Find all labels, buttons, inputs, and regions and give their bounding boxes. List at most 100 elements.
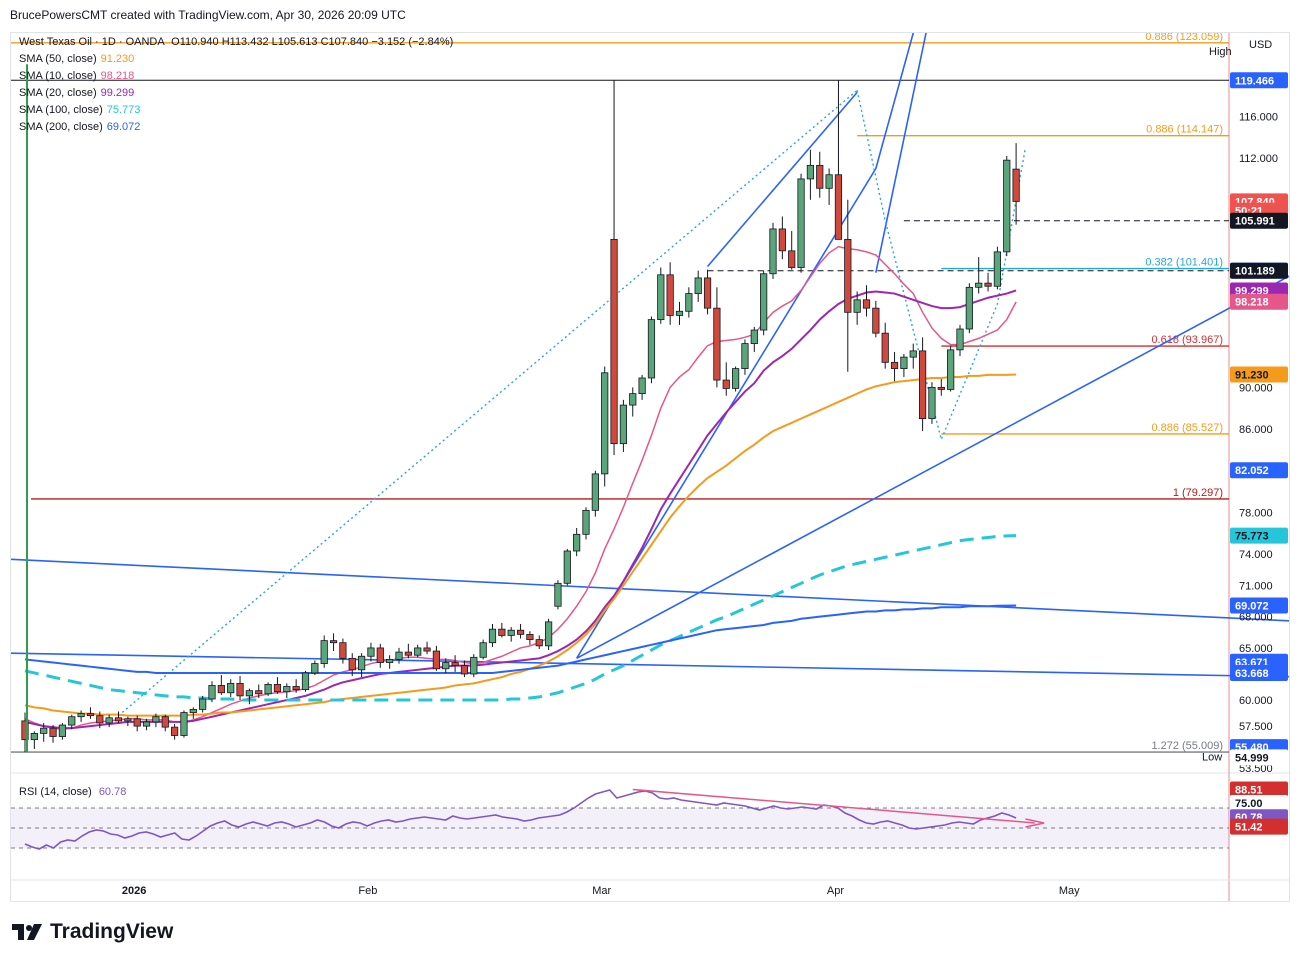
candle-bullish[interactable] (1003, 159, 1011, 253)
candle-bullish[interactable] (638, 377, 646, 395)
indicator-legend-item[interactable]: SMA (10, close) 98.218 (19, 70, 134, 82)
candle-bullish[interactable] (573, 533, 581, 552)
candle-bearish[interactable] (666, 274, 674, 316)
price-tag[interactable] (1230, 366, 1288, 383)
candle-bullish[interactable] (965, 286, 973, 330)
candle-bullish[interactable] (395, 651, 403, 660)
candle-bullish[interactable] (470, 656, 478, 675)
candle-bullish[interactable] (909, 350, 917, 358)
candle-bullish[interactable] (30, 732, 38, 741)
candle-bullish[interactable] (685, 293, 693, 312)
candle-bullish[interactable] (769, 228, 777, 275)
candle-bearish[interactable] (1012, 168, 1020, 202)
candle-bearish[interactable] (834, 174, 843, 240)
candle-bullish[interactable] (591, 473, 599, 511)
candle-bullish[interactable] (947, 349, 955, 390)
candle-bullish[interactable] (264, 684, 272, 695)
candle-bearish[interactable] (161, 716, 169, 728)
price-tag[interactable] (1230, 72, 1288, 89)
candle-bullish[interactable] (301, 672, 310, 691)
candle-bullish[interactable] (105, 717, 113, 724)
candle-bearish[interactable] (713, 307, 721, 381)
candle-bearish[interactable] (133, 718, 141, 727)
candle-bearish[interactable] (890, 361, 899, 370)
candle-bearish[interactable] (376, 647, 384, 663)
candle-bullish[interactable] (442, 662, 450, 670)
candle-bullish[interactable] (750, 329, 758, 344)
candle-bearish[interactable] (535, 639, 543, 647)
candle-bullish[interactable] (507, 629, 515, 636)
candle-bullish[interactable] (741, 343, 749, 370)
candle-bearish[interactable] (236, 682, 244, 697)
candle-bullish[interactable] (601, 372, 609, 475)
candle-bullish[interactable] (619, 404, 628, 445)
rsi-tag[interactable] (1230, 781, 1288, 798)
candle-bullish[interactable] (488, 628, 497, 644)
candle-bearish[interactable] (451, 662, 459, 667)
candle-bullish[interactable] (657, 274, 665, 321)
candle-bearish[interactable] (217, 685, 225, 694)
symbol-name[interactable]: West Texas Oil · 1D · OANDA (19, 36, 165, 48)
candle-bearish[interactable] (404, 651, 412, 656)
price-tag[interactable] (1230, 293, 1288, 310)
candle-bullish[interactable] (142, 721, 151, 727)
candle-bullish[interactable] (227, 682, 235, 694)
price-tag[interactable] (1230, 597, 1288, 614)
candle-bullish[interactable] (647, 319, 656, 379)
candle-bullish[interactable] (357, 655, 366, 671)
candle-bullish[interactable] (760, 273, 768, 331)
candle-bearish[interactable] (526, 633, 534, 640)
candle-bearish[interactable] (778, 228, 786, 252)
rsi-tag[interactable] (1230, 818, 1288, 835)
candle-bullish[interactable] (124, 718, 132, 722)
candle-bearish[interactable] (722, 379, 730, 389)
candle-bearish[interactable] (919, 350, 927, 420)
candle-bullish[interactable] (189, 709, 197, 713)
price-tag[interactable] (1230, 212, 1288, 229)
candle-bullish[interactable] (180, 712, 188, 736)
candle-bullish[interactable] (58, 724, 67, 737)
candle-bullish[interactable] (245, 690, 253, 697)
candle-bearish[interactable] (881, 332, 889, 363)
candle-bearish[interactable] (255, 690, 263, 695)
candle-bullish[interactable] (40, 727, 48, 734)
candle-bearish[interactable] (703, 277, 712, 309)
candle-bullish[interactable] (563, 550, 571, 584)
candle-bullish[interactable] (900, 356, 908, 370)
candle-bearish[interactable] (273, 684, 282, 693)
candle-bearish[interactable] (862, 299, 871, 309)
candle-bearish[interactable] (516, 629, 525, 635)
candle-bearish[interactable] (844, 238, 852, 313)
candle-bullish[interactable] (993, 251, 1002, 287)
price-tag[interactable] (1230, 749, 1288, 766)
indicator-legend-item[interactable]: SMA (100, close) 75.773 (19, 104, 140, 116)
candle-bullish[interactable] (675, 310, 684, 316)
currency-label[interactable]: USD (1249, 39, 1273, 51)
candle-bearish[interactable] (937, 386, 945, 390)
candle-bearish[interactable] (423, 647, 431, 652)
candle-bullish[interactable] (853, 299, 861, 313)
candle-bullish[interactable] (582, 509, 590, 535)
candle-bullish[interactable] (806, 164, 815, 180)
candle-bullish[interactable] (479, 642, 487, 658)
candle-bullish[interactable] (554, 582, 562, 607)
candle-bearish[interactable] (498, 628, 506, 636)
candle-bullish[interactable] (386, 658, 394, 663)
candle-bullish[interactable] (367, 647, 375, 657)
candle-bullish[interactable] (825, 174, 833, 189)
price-tag[interactable] (1230, 527, 1288, 544)
candle-bullish[interactable] (629, 393, 637, 406)
candle-bullish[interactable] (152, 716, 160, 723)
candle-bullish[interactable] (732, 368, 740, 389)
indicator-legend-item[interactable]: SMA (200, close) 69.072 (19, 121, 140, 133)
chart-frame[interactable]: 0.886 (123.059) 0.886 (114.147) 0.382 (101… (10, 0, 1300, 902)
candle-bullish[interactable] (77, 713, 85, 718)
candle-bullish[interactable] (975, 282, 983, 288)
candle-bearish[interactable] (788, 250, 796, 268)
symbol-legend[interactable]: West Texas Oil · 1D · OANDA O110.940 H11… (19, 36, 453, 48)
candle-bullish[interactable] (283, 686, 291, 693)
candle-bullish[interactable] (414, 647, 422, 656)
candle-bearish[interactable] (292, 686, 300, 691)
price-tag[interactable] (1230, 262, 1288, 279)
candle-bullish[interactable] (956, 328, 964, 351)
